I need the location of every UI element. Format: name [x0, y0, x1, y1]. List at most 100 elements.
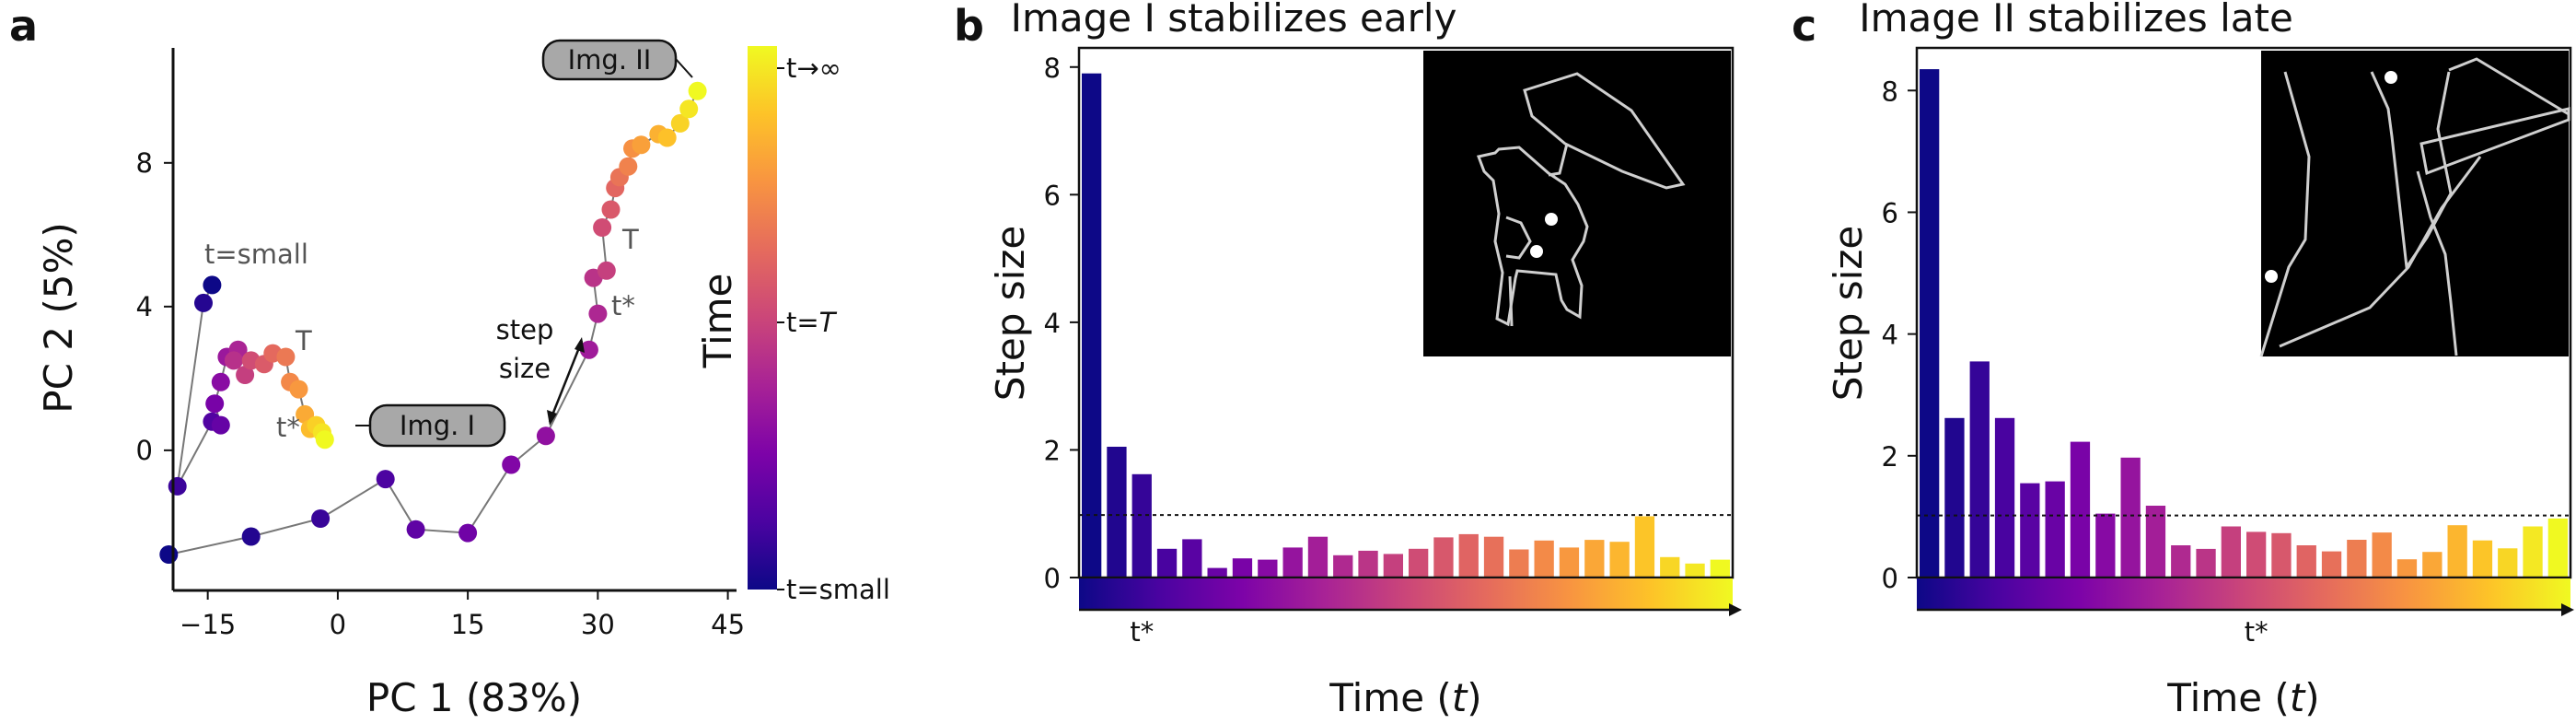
panel-a-letter: a: [9, 1, 38, 51]
step-bar: [1433, 537, 1454, 578]
trajectory-point: [688, 81, 707, 100]
step-bar: [1156, 548, 1178, 578]
panel-c-bars: [1920, 69, 2568, 578]
step-bar: [1559, 547, 1580, 578]
step-bar: [2372, 532, 2392, 578]
panel-b-t-star-label: t*: [1130, 616, 1154, 648]
trajectory-point: [632, 135, 651, 155]
step-bar: [1409, 548, 1429, 578]
trajectory-point: [289, 380, 308, 399]
trajectory-point: [315, 430, 334, 450]
trajectory-point: [211, 415, 230, 435]
trajectory-point: [679, 99, 699, 119]
step-bar: [1994, 417, 2015, 578]
step-bar: [1969, 361, 1990, 578]
step-bar: [1944, 417, 1965, 578]
panel-b-step-size-chart: b Image I stabilizes early 0 2 4 6 8 t*: [954, 0, 1742, 720]
trajectory-point: [536, 426, 555, 446]
trajectory-point: [224, 351, 243, 370]
step-bar: [2070, 441, 2091, 578]
step-bar: [1131, 473, 1152, 578]
panel-b-bars: [1082, 73, 1730, 578]
step-bar: [1660, 556, 1680, 578]
trajectory-point: [593, 218, 612, 237]
step-bar: [1920, 69, 1940, 578]
panel-b-x-label: Time (t): [1329, 675, 1481, 720]
step-bar: [1383, 554, 1403, 578]
trajectory-point: [588, 304, 608, 323]
y-tick-label: 6: [1882, 197, 1898, 228]
step-bar: [1685, 563, 1705, 578]
step-bar: [2196, 548, 2216, 578]
y-tick-label: 2: [1882, 441, 1898, 473]
panel-b-frame: [1077, 46, 1735, 579]
trajectory-point: [211, 372, 230, 391]
trajectory-point: [376, 470, 395, 489]
panel-b-y-label: Step size: [988, 226, 1033, 401]
panel-a-y-ticks: 0 4 8: [136, 147, 173, 466]
step-bar: [2045, 481, 2065, 578]
y-tick-label: 4: [1044, 308, 1061, 339]
panel-b-time-axis: [1079, 578, 1742, 616]
time-colorbar: t→∞ t=T t=small Time: [695, 46, 890, 605]
trajectory-point: [205, 394, 225, 414]
y-tick-label: 0: [136, 435, 153, 466]
step-bar: [2145, 506, 2166, 578]
step-bar: [1509, 549, 1529, 578]
t-star-annotation-img1: t*: [276, 412, 300, 443]
step-bar: [1358, 550, 1378, 578]
panel-c-inset-image: [2259, 51, 2570, 357]
trajectory-point: [241, 527, 261, 546]
step-size-arrow: [547, 337, 585, 426]
step-bar: [2321, 551, 2342, 578]
step-bar: [1634, 516, 1655, 578]
step-bar: [2095, 513, 2116, 578]
trajectory-point: [670, 113, 690, 133]
trajectory-point: [194, 293, 213, 312]
step-bar: [1307, 536, 1329, 578]
trajectory-point: [203, 275, 222, 295]
t-star-annotation-img2: t*: [611, 290, 635, 321]
trajectory-point: [597, 261, 616, 280]
step-bar: [1107, 447, 1127, 578]
panel-a-pca-plot: a −15 0 15 30 45 0 4 8 PC 1 (83%) PC 2 (5%) t=…: [9, 1, 890, 720]
panel-c-title: Image II stabilizes late: [1859, 0, 2293, 41]
panel-a-y-label: PC 2 (5%): [36, 222, 81, 413]
img2-label: Img. II: [568, 44, 652, 76]
step-size-annotation-line2: size: [499, 353, 551, 384]
step-bar: [1458, 533, 1479, 578]
step-bar: [1534, 540, 1554, 578]
step-bar: [2547, 518, 2568, 578]
y-tick-label: 8: [1882, 76, 1898, 107]
colorbar-tick-mid: t=T: [786, 307, 838, 338]
y-tick-label: 8: [136, 147, 153, 179]
panel-c-time-axis: [1917, 578, 2574, 616]
trajectory-point: [406, 520, 425, 539]
trajectory-point: [276, 347, 296, 367]
trajectory-points: [159, 81, 707, 564]
step-bar: [1082, 73, 1102, 578]
step-bar: [2347, 540, 2367, 578]
y-tick-label: 2: [1044, 435, 1061, 466]
panel-c-frame: [1915, 46, 2572, 579]
step-bar: [2472, 540, 2493, 578]
step-bar: [1609, 542, 1630, 578]
y-tick-label: 8: [1044, 53, 1061, 84]
step-bar: [1232, 558, 1253, 578]
step-bar: [1258, 559, 1278, 578]
step-bar: [2246, 531, 2267, 578]
step-bar: [2498, 548, 2518, 578]
step-bar: [2296, 545, 2316, 578]
step-bar: [2447, 525, 2467, 578]
img1-label: Img. I: [400, 410, 475, 441]
T-annotation-img2: T: [621, 224, 639, 255]
trajectory-point: [601, 200, 621, 219]
trajectory-line-2: [168, 90, 699, 555]
panel-c-x-label: Time (t): [2166, 675, 2319, 720]
step-bar: [2221, 526, 2241, 578]
step-bar: [2120, 457, 2141, 578]
y-tick-label: 0: [1882, 563, 1898, 594]
panel-b-y-ticks: 0 2 4 6 8: [1044, 53, 1079, 594]
x-tick-label: −15: [180, 609, 236, 640]
